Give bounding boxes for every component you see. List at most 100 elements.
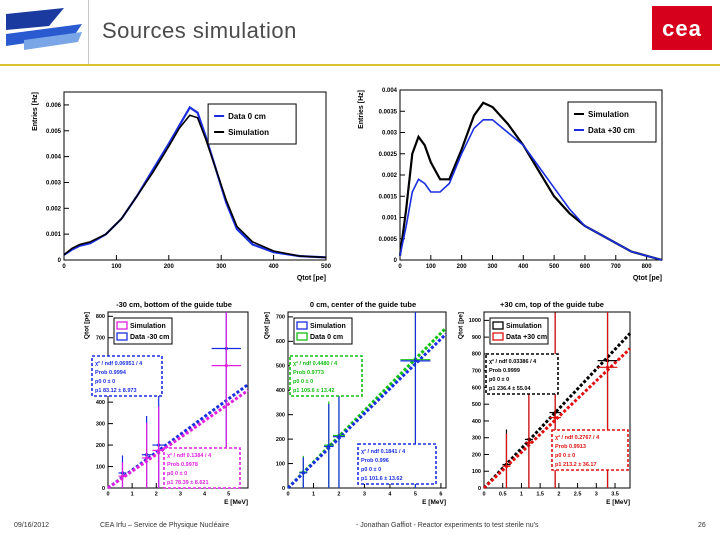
x-tick-label: 1 xyxy=(312,492,315,498)
y-tick-label: 1000 xyxy=(469,318,481,324)
y-tick-label: 0.0035 xyxy=(379,109,398,115)
legend-swatch xyxy=(116,332,128,341)
fit-line xyxy=(286,332,448,490)
fit-stats-line: χ² / ndf 0.2767 / 4 xyxy=(555,434,600,441)
cea-logo: cea xyxy=(652,6,712,50)
x-tick-label: 3 xyxy=(179,492,182,498)
x-tick-label: 5 xyxy=(414,492,417,498)
fit-stats-line: p0 0 ± 0 xyxy=(95,379,115,385)
y-tick-label: 100 xyxy=(96,464,105,470)
series-line xyxy=(399,119,663,261)
x-tick-label: 0 xyxy=(106,492,109,498)
y-axis-label: Qtot [pe] xyxy=(458,312,465,339)
fit-stats-line: p0 0 ± 0 xyxy=(361,467,381,473)
x-tick-label: 2 xyxy=(155,492,158,498)
y-tick-label: 100 xyxy=(472,469,481,475)
fit-stats-line: p0 0 ± 0 xyxy=(167,471,187,477)
y-axis-label: Qtot [pe] xyxy=(264,312,271,339)
y-tick-label: 0.002 xyxy=(46,206,62,212)
x-tick-label: 0 xyxy=(62,264,66,270)
fit-stats-line: p1 213.2 ± 36.17 xyxy=(555,462,597,468)
legend-label: Data 0 cm xyxy=(310,334,343,341)
footer-page: 26 xyxy=(698,522,706,529)
fit-stats-line: p1 83.12 ± 8.973 xyxy=(95,388,137,394)
y-tick-label: 800 xyxy=(472,352,481,358)
fit-stats-line: p1 101.6 ± 13.62 xyxy=(361,476,403,482)
x-tick-label: 800 xyxy=(642,264,653,270)
legend-swatch xyxy=(492,332,504,341)
y-tick-label: 200 xyxy=(472,452,481,458)
y-tick-label: 200 xyxy=(276,437,285,443)
x-tick-label: 600 xyxy=(580,264,591,270)
y-tick-label: 500 xyxy=(276,364,285,370)
y-tick-label: 600 xyxy=(276,339,285,345)
x-tick-label: 3 xyxy=(363,492,366,498)
footer-org: CEA Irfu – Service de Physique Nucléaire xyxy=(100,522,230,529)
x-tick-label: 0 xyxy=(398,264,402,270)
x-tick-label: 4 xyxy=(388,492,392,498)
fit-stats-line: χ² / ndf 0.06951 / 4 xyxy=(95,360,143,367)
y-tick-label: 0.006 xyxy=(46,103,62,109)
fit-stats-box xyxy=(163,447,241,489)
y-tick-label: 700 xyxy=(472,369,481,375)
x-tick-label: 100 xyxy=(111,264,122,270)
y-tick-label: 0.0015 xyxy=(379,194,398,200)
x-tick-label: 500 xyxy=(549,264,560,270)
fit-stats-line: p1 236.4 ± 55.04 xyxy=(489,386,531,392)
x-tick-label: 0 xyxy=(482,492,485,498)
data-point xyxy=(301,471,305,475)
x-tick-label: 3 xyxy=(595,492,598,498)
data-point xyxy=(504,464,509,468)
fit-stats-line: Prob 0.9978 xyxy=(167,462,198,468)
fit-stats-line: p0 0 ± 0 xyxy=(293,379,313,385)
y-tick-label: 0.002 xyxy=(382,173,398,179)
y-tick-label: 0.001 xyxy=(382,216,398,222)
fit-stats-line: p0 0 ± 0 xyxy=(555,453,575,459)
footer-author: - Jonathan Gaffiot - Reactor experiments… xyxy=(356,522,539,529)
fit-stats-line: Prob 0.9994 xyxy=(95,370,127,376)
chart-top-left: 0 100 200 300 400 500 0 0.001 0.002 0.003 0.004 0.0… xyxy=(32,91,332,282)
fit-line xyxy=(107,383,249,490)
fit-stats-line: Prob 0.9999 xyxy=(489,368,520,374)
y-tick-label: 0.0005 xyxy=(379,237,398,243)
chart-bottom-left: -30 cm, bottom of the guide tube 0 1 2 3 4 5 0 1… xyxy=(84,300,249,506)
x-tick-label: 100 xyxy=(426,264,437,270)
y-tick-label: 0 xyxy=(58,258,62,264)
x-tick-label: 6 xyxy=(439,492,442,498)
fit-stats-line: Prob 0.9913 xyxy=(555,444,586,450)
y-axis-label: Entries [Hz] xyxy=(358,90,365,129)
legend-label: Simulation xyxy=(130,323,166,330)
y-tick-label: 0.005 xyxy=(46,129,62,135)
series-line xyxy=(63,114,327,259)
header-divider xyxy=(88,0,89,64)
y-tick-label: 0.004 xyxy=(46,155,62,161)
y-tick-label: 0.004 xyxy=(382,88,398,94)
legend-label: Simulation xyxy=(506,323,542,330)
fit-stats-line: χ² / ndf 0.4480 / 4 xyxy=(293,360,338,367)
y-tick-label: 300 xyxy=(276,413,285,419)
x-tick-label: 400 xyxy=(269,264,280,270)
legend-box xyxy=(567,101,657,143)
irfu-logo xyxy=(6,8,82,50)
fit-stats-line: χ² / ndf 0.1384 / 4 xyxy=(167,452,212,459)
x-tick-label: 3.5 xyxy=(611,492,619,498)
fit-line xyxy=(482,347,632,490)
y-tick-label: 500 xyxy=(472,402,481,408)
y-tick-label: 0.003 xyxy=(46,180,62,186)
x-tick-label: 0.5 xyxy=(499,492,507,498)
x-tick-label: 200 xyxy=(457,264,468,270)
y-tick-label: 700 xyxy=(96,336,105,342)
fit-stats-box xyxy=(551,429,629,471)
fit-stats-line: χ² / ndf 0.1841 / 4 xyxy=(361,448,406,455)
legend-label: Simulation xyxy=(310,323,346,330)
chart-title: +30 cm, top of the guide tube xyxy=(500,300,604,309)
x-axis-label: E [MeV] xyxy=(606,499,630,506)
y-tick-label: 0 xyxy=(282,486,285,492)
x-axis-label: Qtot [pe] xyxy=(297,275,326,282)
y-tick-label: 0 xyxy=(102,486,105,492)
data-point xyxy=(145,456,149,460)
y-axis-label: Entries [Hz] xyxy=(32,92,39,131)
x-tick-label: 2 xyxy=(557,492,560,498)
x-tick-label: 4 xyxy=(203,492,207,498)
data-point xyxy=(553,416,557,420)
